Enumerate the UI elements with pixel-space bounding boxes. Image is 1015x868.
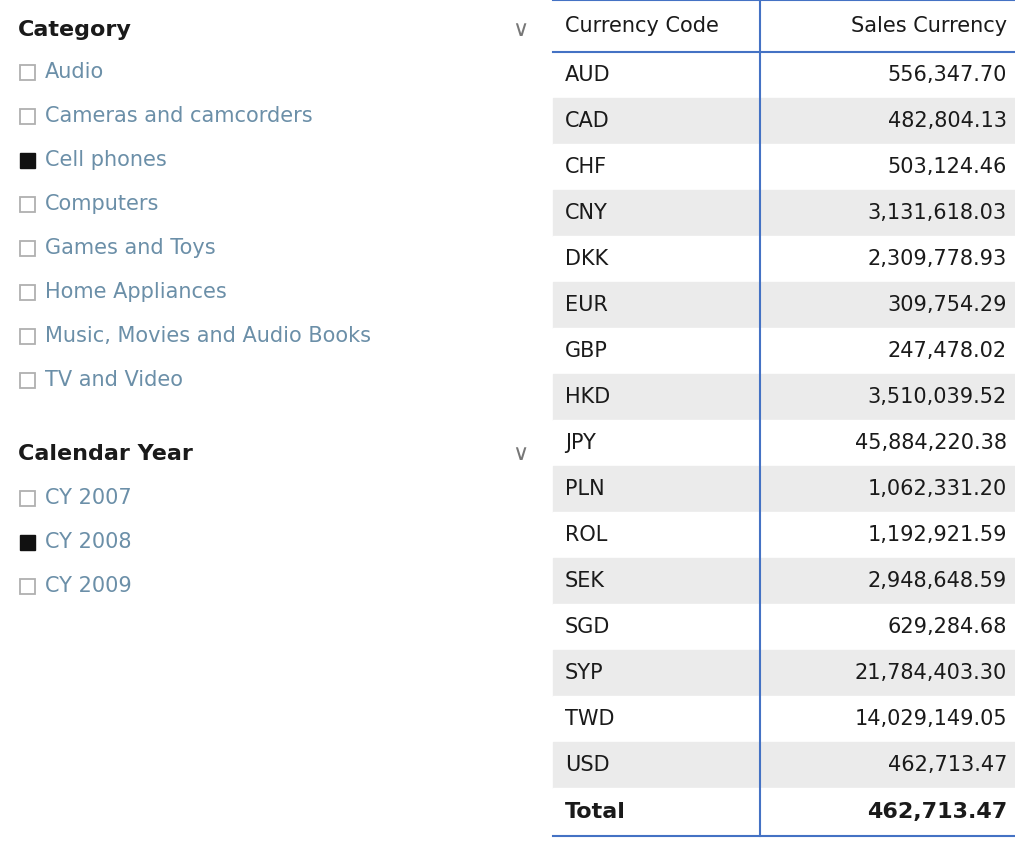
Bar xyxy=(20,578,35,594)
Text: SYP: SYP xyxy=(565,663,604,683)
Text: CY 2007: CY 2007 xyxy=(45,488,132,508)
Text: 247,478.02: 247,478.02 xyxy=(888,341,1007,361)
Text: ∨: ∨ xyxy=(512,444,528,464)
Text: CY 2008: CY 2008 xyxy=(45,532,132,552)
Text: Audio: Audio xyxy=(45,62,105,82)
Bar xyxy=(553,0,1015,52)
Text: Home Appliances: Home Appliances xyxy=(45,282,226,302)
Text: Games and Toys: Games and Toys xyxy=(45,238,215,258)
Bar xyxy=(553,374,1015,420)
Bar xyxy=(20,328,35,344)
Text: TV and Video: TV and Video xyxy=(45,370,183,390)
Bar xyxy=(553,788,1015,836)
Text: 462,713.47: 462,713.47 xyxy=(867,802,1007,822)
Text: GBP: GBP xyxy=(565,341,608,361)
Text: 1,062,331.20: 1,062,331.20 xyxy=(868,479,1007,499)
Text: 3,510,039.52: 3,510,039.52 xyxy=(868,387,1007,407)
Text: 503,124.46: 503,124.46 xyxy=(888,157,1007,177)
Text: CY 2009: CY 2009 xyxy=(45,576,132,596)
Text: SEK: SEK xyxy=(565,571,605,591)
Bar xyxy=(553,236,1015,282)
Bar xyxy=(553,650,1015,696)
Text: Category: Category xyxy=(18,20,132,40)
Text: Computers: Computers xyxy=(45,194,159,214)
Text: 556,347.70: 556,347.70 xyxy=(888,65,1007,85)
Text: Cell phones: Cell phones xyxy=(45,150,166,170)
Bar xyxy=(20,490,35,505)
Text: TWD: TWD xyxy=(565,709,614,729)
Text: AUD: AUD xyxy=(565,65,611,85)
Text: 482,804.13: 482,804.13 xyxy=(888,111,1007,131)
Text: 309,754.29: 309,754.29 xyxy=(887,295,1007,315)
Text: 2,309,778.93: 2,309,778.93 xyxy=(868,249,1007,269)
Bar xyxy=(553,742,1015,788)
Text: 462,713.47: 462,713.47 xyxy=(888,755,1007,775)
Bar xyxy=(553,328,1015,374)
Bar xyxy=(553,190,1015,236)
Text: 21,784,403.30: 21,784,403.30 xyxy=(855,663,1007,683)
Text: 45,884,220.38: 45,884,220.38 xyxy=(855,433,1007,453)
Text: CHF: CHF xyxy=(565,157,607,177)
Text: Sales Currency: Sales Currency xyxy=(851,16,1007,36)
Bar xyxy=(20,285,35,299)
Text: EUR: EUR xyxy=(565,295,608,315)
Text: 3,131,618.03: 3,131,618.03 xyxy=(868,203,1007,223)
Bar xyxy=(553,420,1015,466)
Text: 1,192,921.59: 1,192,921.59 xyxy=(868,525,1007,545)
Text: 629,284.68: 629,284.68 xyxy=(888,617,1007,637)
Bar xyxy=(20,64,35,80)
Text: Cameras and camcorders: Cameras and camcorders xyxy=(45,106,313,126)
Text: Currency Code: Currency Code xyxy=(565,16,719,36)
Bar xyxy=(553,696,1015,742)
Text: Total: Total xyxy=(565,802,626,822)
Bar xyxy=(20,535,35,549)
Text: CAD: CAD xyxy=(565,111,610,131)
Text: PLN: PLN xyxy=(565,479,605,499)
Text: ROL: ROL xyxy=(565,525,607,545)
Text: USD: USD xyxy=(565,755,610,775)
Text: Calendar Year: Calendar Year xyxy=(18,444,193,464)
Bar xyxy=(553,282,1015,328)
Bar xyxy=(553,558,1015,604)
Bar xyxy=(20,372,35,387)
Bar xyxy=(20,240,35,255)
Text: SGD: SGD xyxy=(565,617,610,637)
Bar xyxy=(553,604,1015,650)
Text: ∨: ∨ xyxy=(512,20,528,40)
Bar xyxy=(20,153,35,168)
Text: 2,948,648.59: 2,948,648.59 xyxy=(868,571,1007,591)
Bar xyxy=(553,512,1015,558)
Text: 14,029,149.05: 14,029,149.05 xyxy=(855,709,1007,729)
Text: JPY: JPY xyxy=(565,433,596,453)
Text: Music, Movies and Audio Books: Music, Movies and Audio Books xyxy=(45,326,371,346)
Bar xyxy=(553,144,1015,190)
Text: DKK: DKK xyxy=(565,249,608,269)
Text: CNY: CNY xyxy=(565,203,608,223)
Bar xyxy=(553,466,1015,512)
Bar xyxy=(553,52,1015,98)
Text: HKD: HKD xyxy=(565,387,610,407)
Bar xyxy=(20,108,35,123)
Bar xyxy=(20,196,35,212)
Bar xyxy=(553,98,1015,144)
